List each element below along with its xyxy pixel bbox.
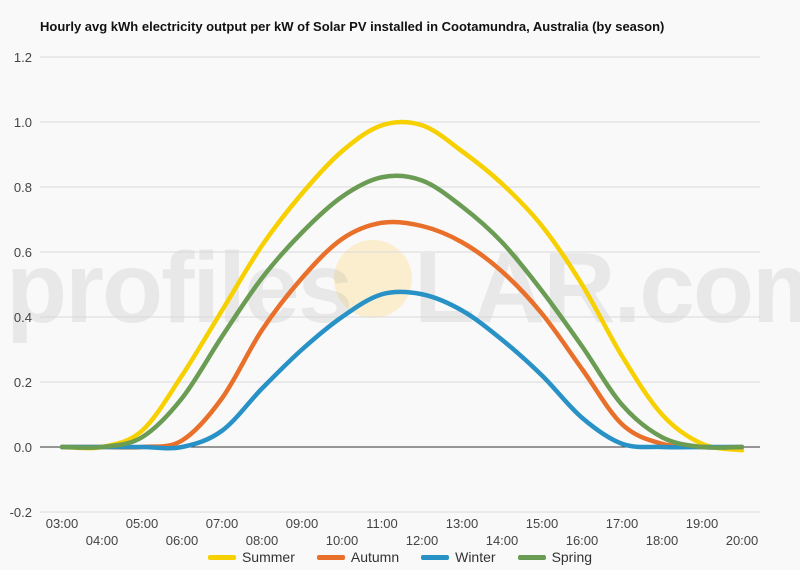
x-tick-label: 12:00: [406, 533, 439, 548]
legend-item-winter[interactable]: Winter: [421, 549, 496, 565]
y-tick-label: 0.2: [14, 375, 32, 390]
legend: Summer Autumn Winter Spring: [0, 549, 800, 565]
x-tick-label: 14:00: [486, 533, 519, 548]
series-line-autumn: [59, 219, 745, 450]
legend-label-winter: Winter: [455, 549, 496, 565]
x-tick-label: 06:00: [166, 533, 199, 548]
series-line-winter: [59, 289, 745, 451]
legend-label-spring: Spring: [551, 549, 593, 565]
y-tick-label: 1.2: [14, 50, 32, 65]
y-tick-label: 0.8: [14, 180, 32, 195]
x-tick-label: 07:00: [206, 516, 239, 531]
legend-label-autumn: Autumn: [350, 549, 400, 565]
legend-item-spring[interactable]: Spring: [517, 549, 593, 565]
series-line-spring: [59, 173, 745, 450]
legend-swatch-winter: [421, 554, 450, 560]
legend-label-summer: Summer: [241, 549, 295, 565]
x-tick-label: 17:00: [606, 516, 639, 531]
x-tick-label: 10:00: [326, 533, 359, 548]
x-tick-label: 19:00: [686, 516, 719, 531]
legend-item-summer[interactable]: Summer: [207, 549, 295, 565]
x-tick-label: 16:00: [566, 533, 599, 548]
y-tick-label: 0.4: [14, 310, 32, 325]
x-tick-label: 13:00: [446, 516, 479, 531]
watermark-sun-icon: [334, 240, 412, 318]
legend-item-autumn[interactable]: Autumn: [316, 549, 400, 565]
x-tick-label: 08:00: [246, 533, 279, 548]
x-tick-label: 09:00: [286, 516, 319, 531]
x-tick-label: 18:00: [646, 533, 679, 548]
x-tick-label: 04:00: [86, 533, 119, 548]
y-tick-label: 0.0: [14, 440, 32, 455]
x-tick-label: 11:00: [366, 516, 398, 531]
y-tick-label: 0.6: [14, 245, 32, 260]
chart-title: Hourly avg kWh electricity output per kW…: [40, 19, 665, 34]
y-tick-label: -0.2: [10, 505, 32, 520]
x-tick-label: 03:00: [46, 516, 79, 531]
legend-swatch-autumn: [316, 554, 345, 560]
y-tick-label: 1.0: [14, 115, 32, 130]
legend-swatch-spring: [517, 554, 546, 560]
legend-swatch-summer: [207, 554, 236, 560]
series-line-summer: [59, 119, 745, 453]
x-tick-label: 15:00: [526, 516, 559, 531]
x-tick-label: 05:00: [126, 516, 159, 531]
x-tick-label: 20:00: [726, 533, 759, 548]
